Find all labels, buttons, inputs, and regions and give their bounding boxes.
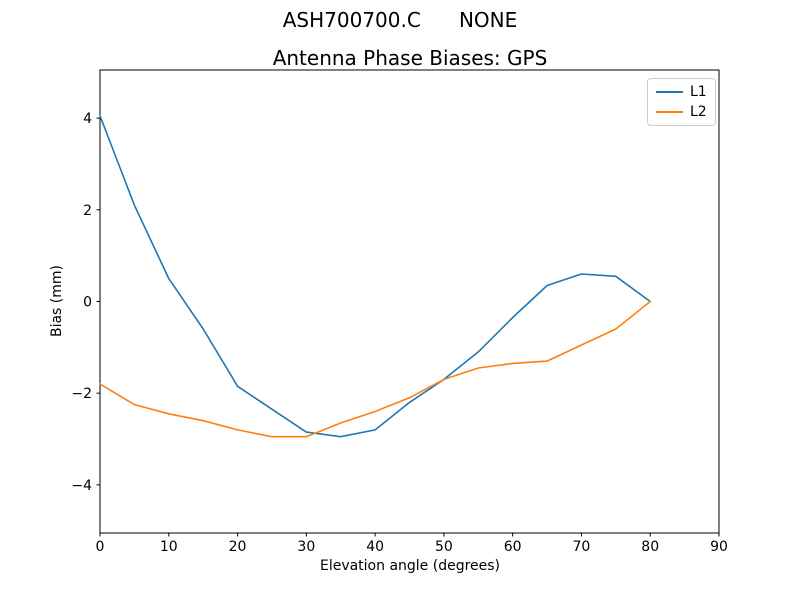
x-tick-label: 50 bbox=[435, 539, 453, 555]
y-tick-label: 0 bbox=[83, 295, 92, 311]
axes-title: Antenna Phase Biases: GPS bbox=[272, 46, 548, 70]
legend: L1 L2 bbox=[647, 78, 716, 126]
x-tick-label: 30 bbox=[297, 539, 315, 555]
series-line-l1 bbox=[99, 115, 652, 438]
x-axis-label: Elevation angle (degrees) bbox=[319, 558, 501, 574]
series-line-l2 bbox=[99, 300, 652, 438]
figure-suptitle: ASH700700.C NONE bbox=[282, 8, 518, 32]
x-tick-label: 80 bbox=[641, 539, 659, 555]
x-tick-label: 40 bbox=[366, 539, 384, 555]
y-tick-label: 2 bbox=[83, 203, 92, 219]
legend-item-l1: L1 bbox=[656, 85, 707, 99]
x-tick-label: 0 bbox=[96, 539, 105, 555]
l1-line-swatch bbox=[656, 91, 683, 93]
y-tick-label: −2 bbox=[71, 386, 92, 402]
x-tick-label: 70 bbox=[573, 539, 591, 555]
y-tick-label: 4 bbox=[83, 111, 92, 127]
y-axis-label: Bias (mm) bbox=[49, 264, 65, 338]
x-tick-label: 60 bbox=[504, 539, 522, 555]
legend-label-l1: L1 bbox=[690, 84, 707, 100]
l2-line-swatch bbox=[656, 111, 683, 113]
legend-item-l2: L2 bbox=[656, 105, 707, 119]
legend-label-l2: L2 bbox=[690, 104, 707, 120]
x-tick-label: 90 bbox=[710, 539, 728, 555]
axes-spines bbox=[99, 69, 720, 534]
y-tick-label: −4 bbox=[71, 478, 92, 494]
x-tick-label: 10 bbox=[160, 539, 178, 555]
x-tick-label: 20 bbox=[229, 539, 247, 555]
